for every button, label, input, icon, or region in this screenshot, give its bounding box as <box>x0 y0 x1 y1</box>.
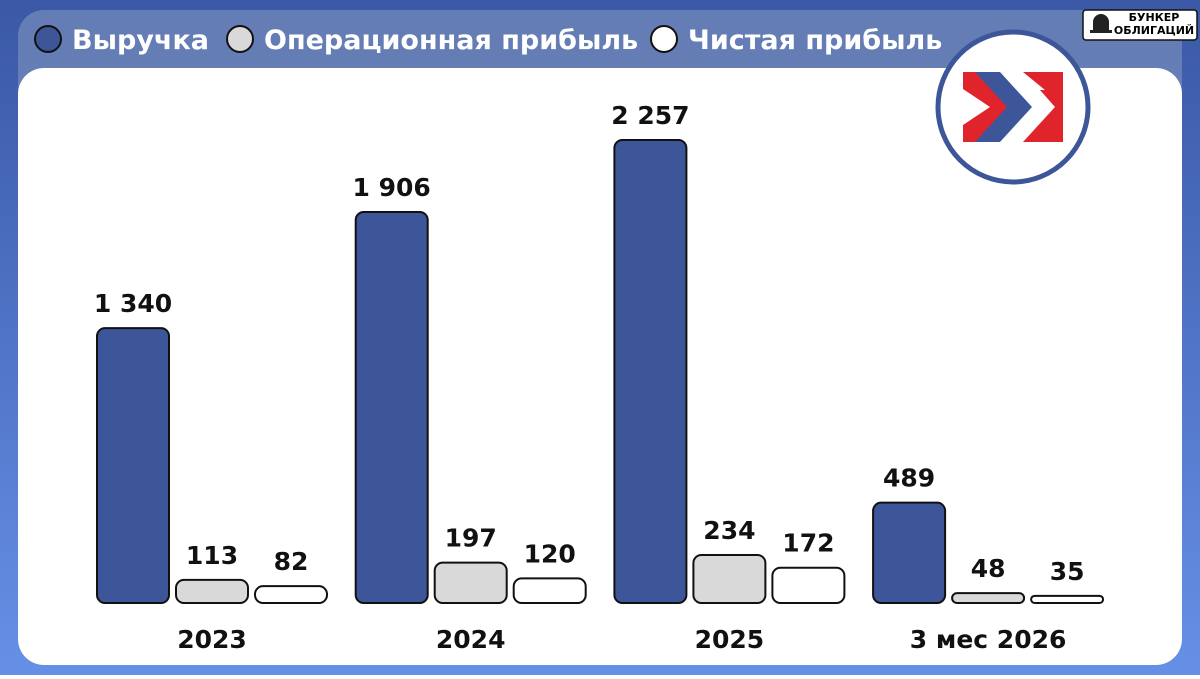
x-tick-label: 3 мес 2026 <box>910 625 1067 654</box>
bar <box>512 577 587 604</box>
value-label: 35 <box>1050 557 1085 586</box>
legend-label: Операционная прибыль <box>264 25 638 56</box>
brand-text: БУНКЕР <box>1129 11 1180 24</box>
legend-label: Чистая прибыль <box>688 25 942 56</box>
brand-text: ОБЛИГАЦИЙ <box>1114 24 1194 37</box>
x-tick-label: 2024 <box>436 625 506 654</box>
bar <box>692 553 767 604</box>
value-label: 489 <box>883 464 935 493</box>
legend-marker <box>226 25 254 53</box>
bar <box>254 585 328 604</box>
bar <box>96 327 170 604</box>
legend-marker <box>650 25 678 53</box>
bar <box>951 592 1026 605</box>
value-label: 1 906 <box>353 173 431 202</box>
value-label: 120 <box>524 539 576 568</box>
logo <box>935 29 1091 185</box>
value-label: 48 <box>971 554 1006 583</box>
value-label: 234 <box>703 516 755 545</box>
bar <box>613 139 688 604</box>
legend-marker <box>34 25 62 53</box>
bar <box>771 566 846 605</box>
bar <box>175 578 249 604</box>
value-label: 2 257 <box>611 101 689 130</box>
bar <box>872 501 947 604</box>
bar <box>1030 594 1105 605</box>
value-label: 197 <box>445 524 497 553</box>
bar <box>433 561 508 605</box>
x-tick-label: 2025 <box>695 625 765 654</box>
value-label: 82 <box>274 547 309 576</box>
value-label: 172 <box>782 529 834 558</box>
brand: БУНКЕР ОБЛИГАЦИЙ <box>1082 9 1198 41</box>
x-tick-label: 2023 <box>177 625 247 654</box>
legend-label: Выручка <box>72 25 209 56</box>
value-label: 1 340 <box>94 289 172 318</box>
value-label: 113 <box>186 541 238 570</box>
bar <box>354 211 429 604</box>
